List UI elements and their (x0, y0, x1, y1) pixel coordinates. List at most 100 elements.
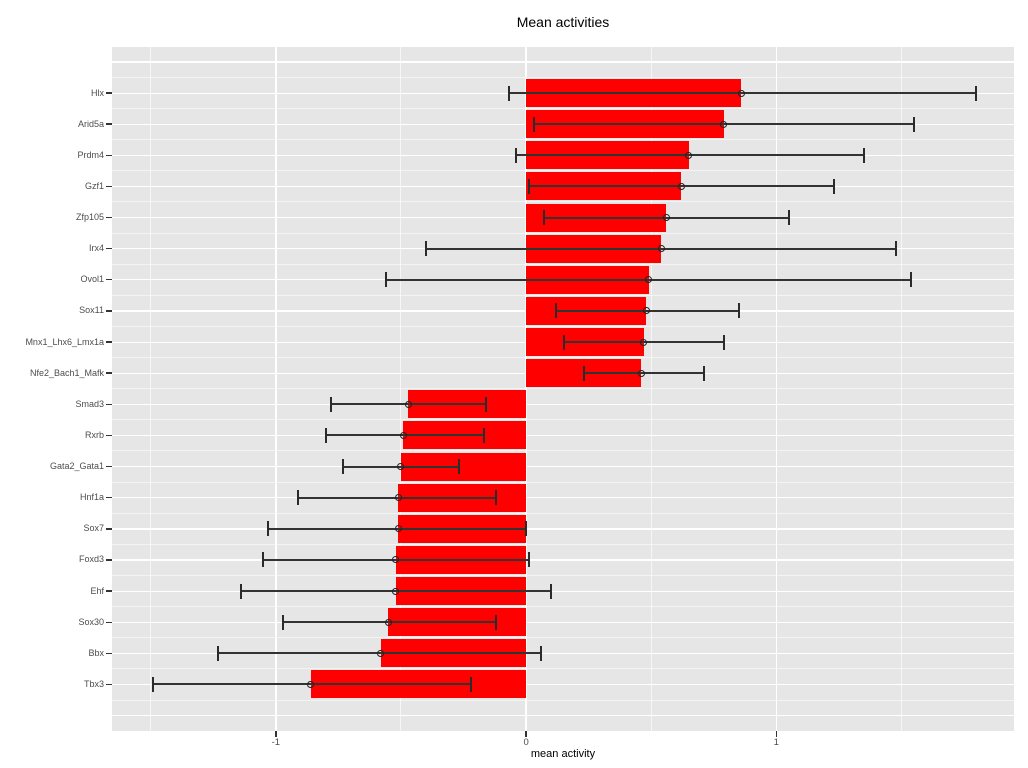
y-tick (106, 496, 112, 499)
y-axis-label: Sox11 (79, 305, 104, 316)
point-marker (637, 369, 645, 377)
error-bar-cap-right (550, 583, 553, 599)
error-bar-cap-right (787, 210, 790, 226)
gridline-y-major (112, 497, 1014, 499)
gridline-y-major (112, 683, 1014, 686)
y-axis-label: Hlx (91, 87, 104, 98)
error-bar-cap-right (495, 614, 498, 630)
gridline-y-minor (112, 325, 1014, 327)
y-axis-label: Sox7 (83, 523, 104, 534)
gridline-y-minor (112, 543, 1014, 545)
y-tick (106, 216, 112, 219)
error-bar-cap-left (562, 334, 565, 350)
gridline-y-major (112, 559, 1014, 561)
y-axis-label: Prdm4 (77, 149, 104, 160)
gridline-y-minor (112, 232, 1014, 234)
x-tick-label: 0 (523, 737, 529, 748)
error-bar-cap-right (527, 552, 530, 568)
gridline-y-major (112, 466, 1014, 468)
point-marker (685, 151, 693, 159)
gridline-y-major (112, 590, 1014, 592)
y-tick (106, 590, 112, 592)
y-tick (106, 279, 112, 281)
y-axis-label: Ehf (90, 585, 104, 596)
gridline-y-major (112, 403, 1014, 405)
gridline-y-minor (112, 512, 1014, 514)
gridline-x-major (775, 47, 778, 731)
y-tick (106, 372, 112, 374)
point-marker (737, 89, 745, 97)
y-axis-label: Ovol1 (80, 274, 104, 285)
y-tick (106, 123, 112, 125)
x-tick-label: -1 (271, 737, 281, 748)
error-bar-cap-left (515, 147, 518, 163)
x-axis-title: mean activity (530, 748, 596, 760)
error-bar-cap-left (262, 552, 265, 568)
point-marker (720, 120, 728, 128)
error-bar-cap-left (507, 85, 510, 101)
point-marker (677, 182, 685, 190)
y-axis-label: Arid5a (77, 118, 104, 129)
point-marker (399, 431, 407, 439)
x-tick (525, 731, 527, 737)
gridline-y-minor (112, 637, 1014, 639)
error-bar-cap-right (485, 396, 488, 412)
error-bar-cap-right (457, 459, 460, 475)
gridline-y-minor (112, 388, 1014, 390)
y-axis-label: Nfe2_Bach1_Mafk (29, 367, 104, 378)
gridline-y-major (112, 61, 1014, 63)
error-bar-cap-left (425, 241, 427, 257)
error-bar-cap-left (324, 427, 327, 443)
y-axis-label: Smad3 (75, 398, 104, 409)
gridline-y-major (112, 715, 1014, 717)
error-bar-cap-left (217, 645, 220, 661)
point-marker (657, 245, 665, 253)
y-axis-label: Gzf1 (84, 180, 104, 191)
y-tick (106, 434, 112, 437)
y-axis-label: Hnf1a (79, 492, 104, 503)
gridline-x-major (275, 47, 277, 731)
gridline-y-minor (112, 201, 1014, 203)
point-marker (640, 338, 648, 346)
gridline-y-minor (112, 668, 1014, 670)
y-tick (106, 92, 112, 94)
y-axis-label: Irx4 (88, 243, 104, 254)
error-bar-cap-left (329, 396, 332, 412)
error-bar-cap-right (737, 303, 740, 319)
error-bar-cap-left (342, 459, 345, 475)
gridline-y-minor (112, 606, 1014, 608)
gridline-y-major (112, 652, 1014, 655)
error-bar-cap-right (832, 178, 835, 194)
error-bar-cap-right (540, 645, 543, 661)
gridline-x-minor (400, 47, 402, 731)
point-marker (394, 525, 402, 533)
error-bar-cap-left (384, 272, 387, 288)
error-bar-cap-left (152, 676, 155, 692)
y-tick (106, 559, 112, 561)
error-bar-cap-left (532, 116, 535, 132)
error-bar-cap-left (542, 210, 545, 226)
error-bar-cap-left (582, 365, 585, 381)
error-bar-cap-right (910, 272, 913, 288)
gridline-y-minor (112, 108, 1014, 110)
gridline-y-minor (112, 139, 1014, 141)
y-axis-label: Rxrb (84, 429, 104, 440)
error-bar-cap-right (482, 427, 485, 443)
y-tick (106, 154, 112, 156)
gridline-y-minor (112, 263, 1014, 265)
gridline-y-minor (112, 357, 1014, 359)
x-tick-label: 1 (773, 737, 779, 748)
y-tick (106, 683, 112, 686)
point-marker (662, 214, 670, 222)
point-marker (377, 649, 385, 657)
gridline-y-minor (112, 450, 1014, 452)
error-bar-cap-left (555, 303, 558, 319)
y-tick (106, 310, 112, 312)
error-bar-cap-left (267, 521, 270, 537)
y-tick (106, 621, 112, 623)
gridline-y-minor (112, 419, 1014, 421)
gridline-y-minor (112, 575, 1014, 576)
plot-panel (112, 47, 1014, 731)
point-marker (384, 618, 392, 626)
